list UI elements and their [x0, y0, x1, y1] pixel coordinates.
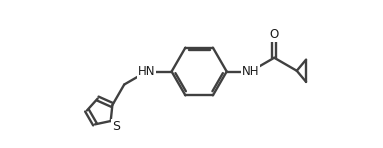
Text: NH: NH: [242, 65, 259, 78]
Text: O: O: [270, 28, 279, 41]
Text: S: S: [112, 120, 120, 133]
Text: HN: HN: [138, 65, 155, 78]
